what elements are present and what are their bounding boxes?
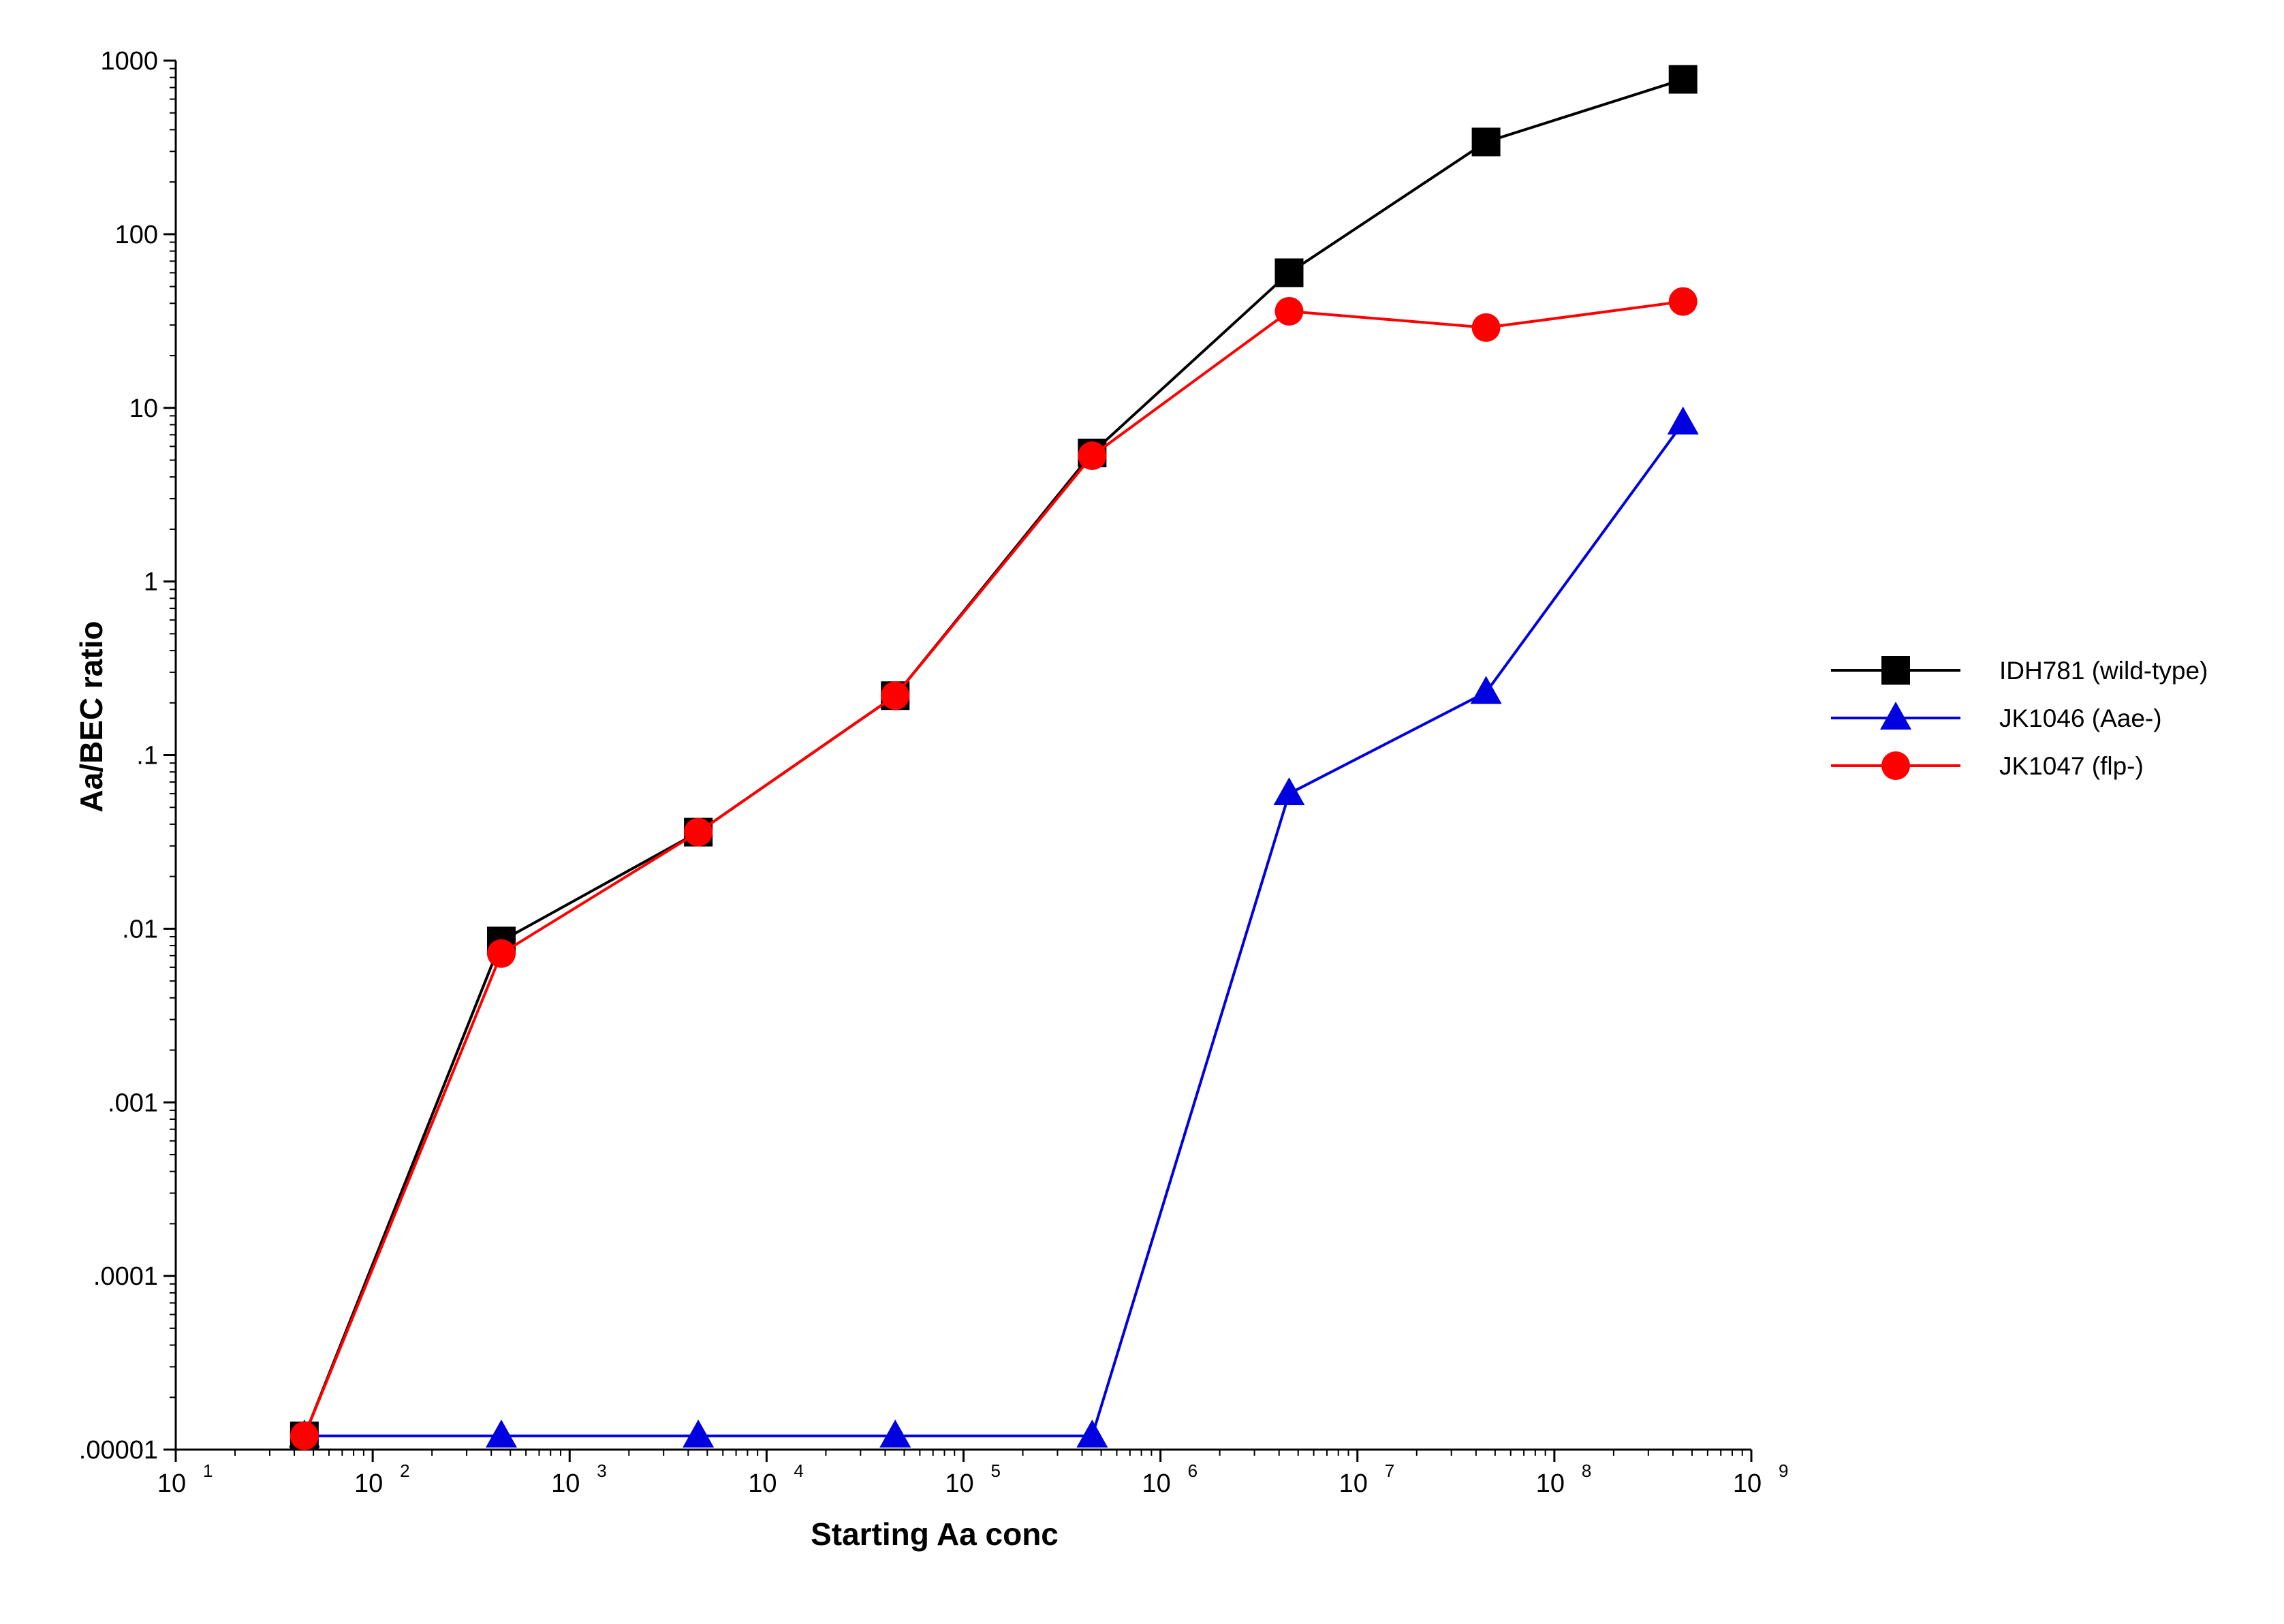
legend-label: JK1047 (flp-): [1999, 752, 2144, 780]
data-point: [881, 681, 910, 710]
data-point: [1076, 1419, 1108, 1448]
series-0: [290, 65, 1698, 1450]
y-tick-label: 1: [144, 568, 158, 597]
x-tick-exponent: 8: [1582, 1461, 1591, 1481]
data-point: [1078, 441, 1107, 471]
legend-entry: IDH781 (wild-type): [1831, 656, 2208, 685]
x-axis-title: Starting Aa conc: [811, 1516, 1059, 1552]
x-tick-exponent: 6: [1188, 1461, 1198, 1481]
y-axis-title: Aa/BEC ratio: [74, 621, 109, 812]
y-tick-label: .00001: [79, 1436, 158, 1465]
data-point: [1668, 287, 1698, 316]
x-tick-label: 10: [354, 1469, 383, 1498]
series-line: [303, 300, 1683, 1437]
x-tick-exponent: 3: [597, 1461, 606, 1481]
data-point: [1668, 65, 1698, 94]
x-tick-exponent: 2: [400, 1461, 409, 1481]
legend-marker: [1881, 656, 1910, 685]
y-tick-label: .1: [136, 742, 158, 770]
y-tick-label: .01: [122, 915, 158, 943]
data-point: [683, 1419, 715, 1448]
x-tick-label: 10: [1142, 1469, 1170, 1498]
x-tick-exponent: 5: [991, 1461, 1001, 1481]
x-tick-label: 10: [551, 1469, 580, 1498]
legend-marker: [1880, 702, 1911, 730]
data-point: [1274, 296, 1304, 326]
y-tick-label: 1000: [100, 47, 158, 76]
legend: IDH781 (wild-type) JK1046 (Aae-) JK1047 (f…: [1831, 656, 2208, 780]
data-point: [1470, 676, 1502, 704]
x-tick-label: 10: [157, 1469, 186, 1498]
data-point: [879, 1419, 911, 1448]
plot-area: [288, 65, 1699, 1450]
data-point: [1273, 777, 1305, 806]
legend-entry: JK1047 (flp-): [1831, 751, 2144, 780]
data-point: [684, 817, 713, 847]
data-point: [485, 1419, 517, 1448]
x-tick-exponent: 1: [203, 1461, 213, 1481]
y-tick-label: .0001: [93, 1262, 158, 1291]
y-tick-label: 10: [129, 394, 158, 423]
x-tick-label: 10: [945, 1469, 973, 1498]
x-tick-label: 10: [1339, 1469, 1368, 1498]
series-2: [290, 287, 1698, 1450]
y-tick-label: 100: [115, 221, 158, 249]
legend-label: IDH781 (wild-type): [1999, 657, 2208, 685]
data-point: [1274, 258, 1304, 287]
legend-marker: [1881, 751, 1910, 780]
series-line: [303, 78, 1684, 1437]
x-tick-exponent: 7: [1385, 1461, 1394, 1481]
data-point: [1667, 406, 1699, 435]
x-tick-exponent: 9: [1779, 1461, 1788, 1481]
data-point: [1471, 127, 1501, 157]
series-line: [304, 422, 1685, 1437]
y-tick-label: .001: [108, 1089, 158, 1117]
data-point: [1471, 313, 1501, 342]
x-tick-exponent: 4: [794, 1461, 803, 1481]
legend-entry: JK1046 (Aae-): [1831, 702, 2162, 732]
x-tick-label: 10: [1536, 1469, 1565, 1498]
x-tick-label: 10: [748, 1469, 777, 1498]
legend-label: JK1046 (Aae-): [1999, 704, 2162, 732]
data-point: [290, 1421, 319, 1450]
x-tick-label: 10: [1733, 1469, 1762, 1498]
data-point: [486, 939, 516, 968]
